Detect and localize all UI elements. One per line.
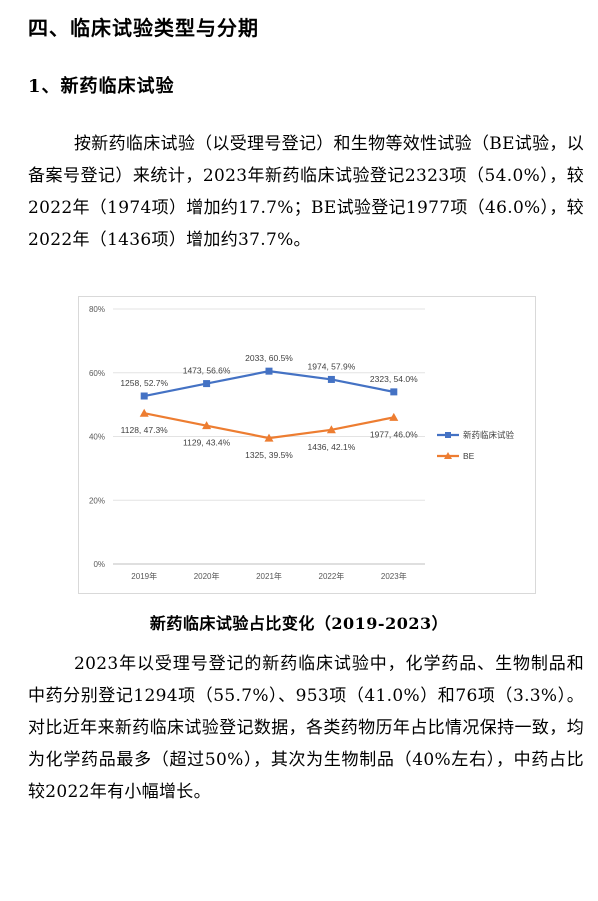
legend-label: BE bbox=[463, 451, 475, 461]
data-label: 1436, 42.1% bbox=[308, 442, 356, 452]
subsection-title: 1、新药临床试验 bbox=[28, 76, 175, 97]
data-label: 2033, 60.5% bbox=[245, 353, 293, 363]
legend-marker bbox=[444, 452, 452, 459]
y-tick-label: 60% bbox=[89, 369, 105, 378]
chart-container: 0% 20% 40% 60% 80% 2019年 2020年 2021年 2022年 2023年 1… bbox=[78, 296, 536, 594]
chart-caption: 新药临床试验占比变化（2019-2023） bbox=[149, 614, 449, 633]
data-point bbox=[390, 388, 398, 396]
line-chart: 0% 20% 40% 60% 80% 2019年 2020年 2021年 2022年 2023年 1… bbox=[89, 305, 515, 581]
legend-label: 新药临床试验 bbox=[463, 430, 515, 440]
section-title: 四、临床试验类型与分期 bbox=[28, 16, 259, 40]
x-tick-label: 2019年 bbox=[131, 571, 157, 581]
y-tick-label: 20% bbox=[89, 496, 105, 505]
data-label: 1473, 56.6% bbox=[183, 366, 231, 376]
data-point bbox=[202, 421, 212, 430]
legend-marker bbox=[445, 432, 451, 438]
data-point bbox=[264, 433, 274, 442]
data-label: 1129, 43.4% bbox=[183, 438, 231, 448]
data-label: 1977, 46.0% bbox=[370, 429, 418, 439]
x-tick-label: 2022年 bbox=[319, 571, 345, 581]
data-label: 1974, 57.9% bbox=[308, 361, 356, 371]
y-tick-label: 0% bbox=[93, 560, 105, 569]
data-point bbox=[327, 375, 335, 383]
x-tick-label: 2020年 bbox=[194, 571, 220, 581]
data-label: 1325, 39.5% bbox=[245, 450, 293, 460]
data-point bbox=[389, 412, 399, 421]
paragraph-breakdown: 2023年以受理号登记的新药临床试验中，化学药品、生物制品和中药分别登记1294… bbox=[28, 654, 584, 802]
data-label: 1258, 52.7% bbox=[120, 378, 168, 388]
y-tick-label: 80% bbox=[89, 305, 105, 314]
data-point bbox=[203, 380, 211, 388]
data-point bbox=[139, 408, 149, 417]
data-label: 2323, 54.0% bbox=[370, 374, 418, 384]
data-point bbox=[265, 367, 273, 375]
data-label: 1128, 47.3% bbox=[121, 425, 169, 435]
paragraph-summary: 按新药临床试验（以受理号登记）和生物等效性试验（BE试验，以备案号登记）来统计，… bbox=[28, 134, 584, 250]
y-tick-label: 40% bbox=[89, 433, 105, 442]
series-line-0 bbox=[143, 370, 395, 398]
x-tick-label: 2023年 bbox=[381, 571, 407, 581]
x-tick-label: 2021年 bbox=[256, 571, 282, 581]
data-point bbox=[326, 425, 336, 434]
data-point bbox=[140, 392, 148, 400]
